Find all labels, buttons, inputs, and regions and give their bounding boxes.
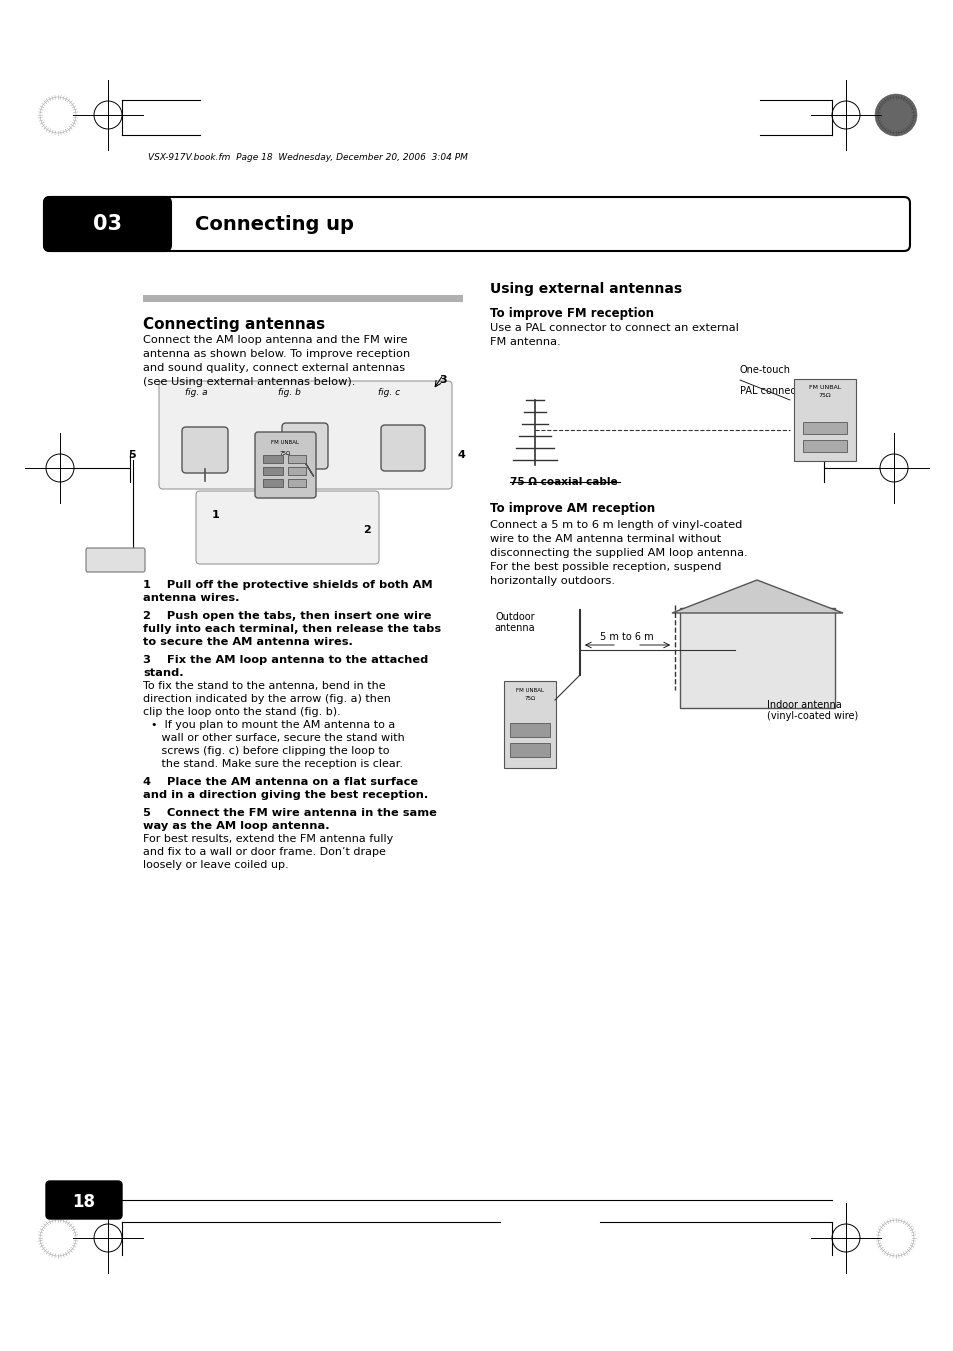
Text: To improve FM reception: To improve FM reception: [490, 307, 654, 320]
Text: to secure the AM antenna wires.: to secure the AM antenna wires.: [143, 638, 353, 647]
Text: One-touch: One-touch: [740, 365, 790, 376]
FancyBboxPatch shape: [44, 197, 171, 251]
Text: Outdoor: Outdoor: [495, 612, 535, 621]
Text: 4    Place the AM antenna on a flat surface: 4 Place the AM antenna on a flat surface: [143, 777, 417, 788]
Text: •  If you plan to mount the AM antenna to a: • If you plan to mount the AM antenna to…: [151, 720, 395, 730]
Text: Use a PAL connector to connect an external: Use a PAL connector to connect an extern…: [490, 323, 739, 332]
Text: direction indicated by the arrow (fig. a) then: direction indicated by the arrow (fig. a…: [143, 694, 391, 704]
Circle shape: [874, 95, 916, 136]
Text: En: En: [78, 1186, 91, 1196]
Text: Connecting up: Connecting up: [194, 215, 354, 234]
Text: 3    Fix the AM loop antenna to the attached: 3 Fix the AM loop antenna to the attache…: [143, 655, 428, 665]
Text: antenna wires.: antenna wires.: [143, 593, 239, 603]
Bar: [263, 480, 283, 486]
Text: For best results, extend the FM antenna fully: For best results, extend the FM antenna …: [143, 834, 393, 844]
Text: wire to the AM antenna terminal without: wire to the AM antenna terminal without: [490, 534, 720, 544]
FancyBboxPatch shape: [46, 1181, 122, 1219]
Bar: [288, 480, 306, 486]
Text: 75Ω: 75Ω: [818, 393, 830, 399]
Text: and sound quality, connect external antennas: and sound quality, connect external ante…: [143, 363, 405, 373]
Text: fig. b: fig. b: [277, 388, 300, 397]
Bar: [802, 440, 846, 453]
Text: and fix to a wall or door frame. Don’t drape: and fix to a wall or door frame. Don’t d…: [143, 847, 385, 857]
Text: 2    Push open the tabs, then insert one wire: 2 Push open the tabs, then insert one wi…: [143, 611, 431, 621]
FancyBboxPatch shape: [503, 681, 556, 767]
FancyBboxPatch shape: [282, 423, 328, 469]
FancyBboxPatch shape: [159, 381, 452, 489]
FancyBboxPatch shape: [195, 490, 378, 563]
Bar: [510, 723, 550, 738]
FancyBboxPatch shape: [254, 432, 315, 499]
Text: 1    Pull off the protective shields of both AM: 1 Pull off the protective shields of bot…: [143, 580, 432, 590]
Text: FM UNBAL: FM UNBAL: [516, 688, 543, 693]
Text: 75Ω: 75Ω: [524, 696, 535, 701]
Text: FM UNBAL: FM UNBAL: [271, 440, 298, 444]
Bar: [510, 743, 550, 757]
Text: Connecting antennas: Connecting antennas: [143, 317, 325, 332]
Text: (see Using external antennas below).: (see Using external antennas below).: [143, 377, 355, 386]
Bar: [288, 467, 306, 476]
Text: 2: 2: [363, 526, 371, 535]
Text: Using external antennas: Using external antennas: [490, 282, 681, 296]
Text: 5 m to 6 m: 5 m to 6 m: [599, 632, 653, 642]
FancyBboxPatch shape: [793, 380, 855, 461]
FancyBboxPatch shape: [380, 426, 424, 471]
Text: antenna: antenna: [494, 623, 535, 634]
Bar: [288, 455, 306, 463]
Text: disconnecting the supplied AM loop antenna.: disconnecting the supplied AM loop anten…: [490, 549, 747, 558]
Text: To improve AM reception: To improve AM reception: [490, 503, 655, 515]
Text: screws (fig. c) before clipping the loop to: screws (fig. c) before clipping the loop…: [151, 746, 389, 757]
Text: fully into each terminal, then release the tabs: fully into each terminal, then release t…: [143, 624, 440, 634]
Bar: [679, 608, 834, 708]
Text: stand.: stand.: [143, 667, 183, 678]
Text: fig. c: fig. c: [377, 388, 399, 397]
Text: 75Ω: 75Ω: [279, 451, 291, 457]
Text: loosely or leave coiled up.: loosely or leave coiled up.: [143, 861, 289, 870]
Text: For the best possible reception, suspend: For the best possible reception, suspend: [490, 562, 720, 571]
Text: wall or other surface, secure the stand with: wall or other surface, secure the stand …: [151, 734, 404, 743]
Text: 5: 5: [128, 450, 135, 459]
Bar: [263, 467, 283, 476]
Text: 4: 4: [457, 450, 465, 459]
Text: Connect the AM loop antenna and the FM wire: Connect the AM loop antenna and the FM w…: [143, 335, 407, 345]
Text: Indoor antenna: Indoor antenna: [766, 700, 841, 711]
Text: Connect a 5 m to 6 m length of vinyl-coated: Connect a 5 m to 6 m length of vinyl-coa…: [490, 520, 741, 530]
Text: 1: 1: [212, 509, 219, 520]
Text: 5    Connect the FM wire antenna in the same: 5 Connect the FM wire antenna in the sam…: [143, 808, 436, 817]
Bar: [143, 295, 462, 303]
Text: and in a direction giving the best reception.: and in a direction giving the best recep…: [143, 790, 428, 800]
Text: To fix the stand to the antenna, bend in the: To fix the stand to the antenna, bend in…: [143, 681, 385, 690]
Text: FM UNBAL: FM UNBAL: [808, 385, 841, 390]
Text: 3: 3: [438, 376, 446, 385]
Bar: [263, 455, 283, 463]
FancyBboxPatch shape: [86, 549, 145, 571]
FancyBboxPatch shape: [44, 197, 909, 251]
Text: VSX-917V.book.fm  Page 18  Wednesday, December 20, 2006  3:04 PM: VSX-917V.book.fm Page 18 Wednesday, Dece…: [148, 153, 467, 162]
Text: (vinyl-coated wire): (vinyl-coated wire): [766, 711, 858, 721]
Text: FM antenna.: FM antenna.: [490, 336, 560, 347]
Bar: [802, 422, 846, 434]
Text: clip the loop onto the stand (fig. b).: clip the loop onto the stand (fig. b).: [143, 707, 340, 717]
Text: PAL connector: PAL connector: [740, 386, 809, 396]
Text: horizontally outdoors.: horizontally outdoors.: [490, 576, 615, 586]
Text: fig. a: fig. a: [185, 388, 208, 397]
Text: the stand. Make sure the reception is clear.: the stand. Make sure the reception is cl…: [151, 759, 402, 769]
Text: 75 Ω coaxial cable: 75 Ω coaxial cable: [510, 477, 617, 486]
Text: 03: 03: [93, 213, 122, 234]
Polygon shape: [671, 580, 842, 613]
Text: antenna as shown below. To improve reception: antenna as shown below. To improve recep…: [143, 349, 410, 359]
FancyBboxPatch shape: [182, 427, 228, 473]
Text: way as the AM loop antenna.: way as the AM loop antenna.: [143, 821, 330, 831]
Text: 18: 18: [72, 1193, 95, 1210]
